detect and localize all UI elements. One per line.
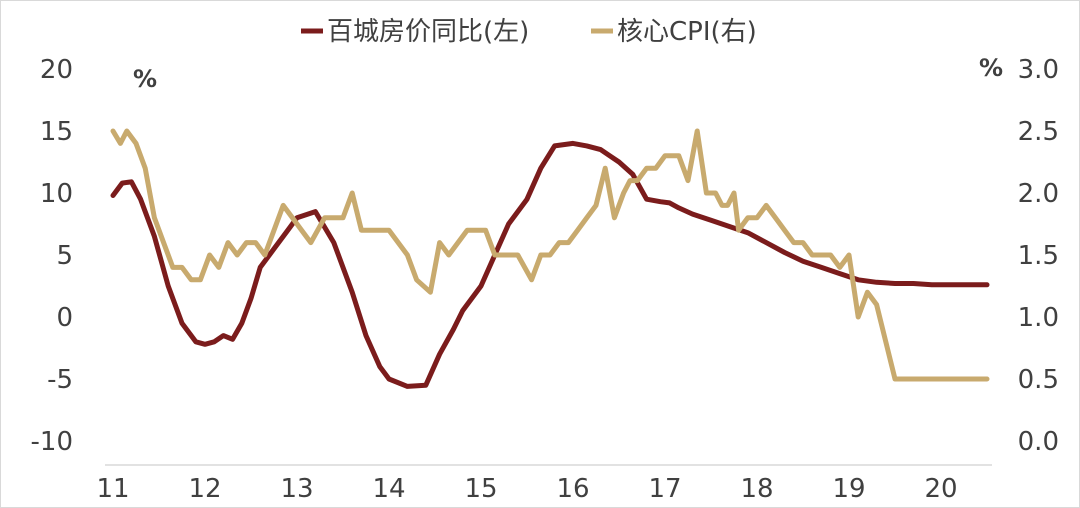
series-line-1 [110, 128, 990, 382]
left-tick-label: 20 [40, 55, 73, 85]
left-axis-unit: % [133, 65, 157, 93]
left-tick-label: 5 [56, 241, 73, 271]
right-tick-label: 0.5 [1018, 365, 1059, 395]
legend: 百城房价同比(左) 核心CPI(右) [301, 17, 757, 47]
right-tick-label: 2.5 [1018, 117, 1059, 147]
x-tick-label: 13 [280, 474, 313, 504]
right-tick-label: 1.5 [1018, 241, 1059, 271]
right-tick-label: 2.0 [1018, 179, 1059, 209]
x-tick-label: 15 [464, 474, 497, 504]
left-tick-label: 15 [40, 117, 73, 147]
legend-label-1: 核心CPI(右) [617, 17, 757, 47]
x-tick-label: 14 [372, 474, 405, 504]
right-tick-label: 0.0 [1018, 427, 1059, 457]
right-tick-label: 3.0 [1018, 55, 1059, 85]
right-axis-unit: % [979, 54, 1003, 82]
x-tick-label: 11 [96, 474, 129, 504]
right-axis-ticks: 0.0 0.5 1.0 1.5 2.0 2.5 3.0 [1018, 55, 1059, 457]
series-line-0 [110, 140, 990, 389]
x-axis-ticks: 11 12 13 14 15 16 17 18 19 20 [96, 474, 957, 504]
left-tick-label: -5 [47, 365, 73, 395]
right-tick-label: 1.0 [1018, 303, 1059, 333]
left-tick-label: -10 [31, 427, 73, 457]
x-tick-label: 12 [188, 474, 221, 504]
series-layer [110, 128, 990, 389]
x-tick-label: 16 [556, 474, 589, 504]
left-axis-ticks: -10 -5 0 5 10 15 20 [31, 55, 73, 457]
legend-label-0: 百城房价同比(左) [327, 17, 529, 47]
left-tick-label: 10 [40, 179, 73, 209]
x-tick-label: 19 [832, 474, 865, 504]
x-tick-label: 18 [740, 474, 773, 504]
x-tick-label: 17 [648, 474, 681, 504]
left-tick-label: 0 [56, 303, 73, 333]
x-tick-label: 20 [924, 474, 957, 504]
